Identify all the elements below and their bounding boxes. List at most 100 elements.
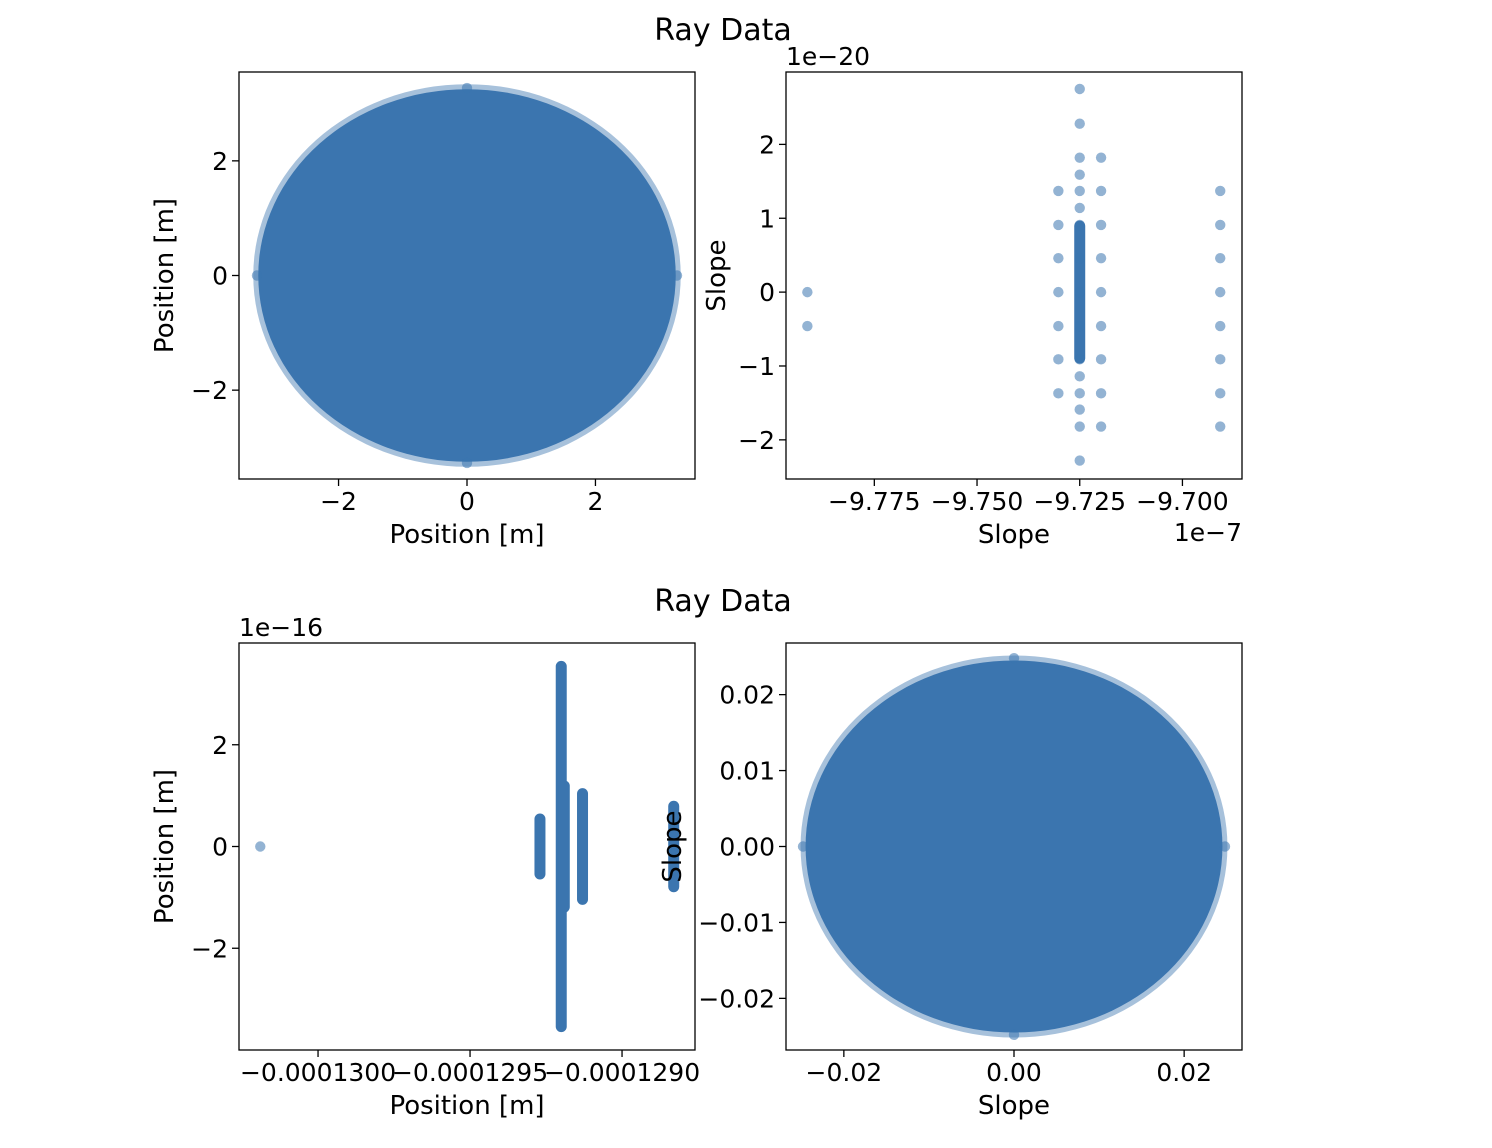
chart-1-xlabel: Slope	[978, 520, 1050, 550]
chart-3-xtick-label-0: −0.02	[806, 1058, 883, 1087]
chart-1-point-17	[1074, 455, 1085, 466]
chart-1-data-layer	[802, 83, 1226, 466]
chart-1-point-41	[1215, 421, 1226, 432]
chart-1-point-23	[1053, 354, 1064, 365]
chart-1-point-38	[1215, 320, 1226, 332]
chart-0-point-0	[461, 82, 473, 94]
chart-1-point-19	[1053, 219, 1064, 231]
chart-1-point-14	[1074, 388, 1085, 399]
chart-1-point-33	[1095, 421, 1107, 432]
chart-1-ytick-label-1: −1	[738, 352, 775, 381]
chart-3-point-0	[1008, 652, 1020, 664]
chart-1-point-27	[1095, 219, 1107, 231]
chart-3-disk-0	[805, 660, 1223, 1033]
subplot-top-left: −2 0 2 −2 0 2 Position [m] Position [m]	[150, 71, 696, 550]
chart-1-xtick-label-1: −9.750	[931, 487, 1024, 516]
chart-1-point-32	[1095, 388, 1107, 399]
chart-1-point-1	[802, 320, 813, 332]
chart-3-ytick-label-2: 0.00	[719, 833, 775, 862]
chart-1-point-34	[1215, 185, 1226, 197]
chart-0-disk-0	[258, 89, 676, 462]
chart-1-point-21	[1053, 286, 1064, 298]
chart-0-xtick-label-1: 0	[459, 487, 475, 516]
chart-3-xtick-label-1: 0.00	[986, 1058, 1042, 1087]
chart-2-xtick-label-0: −0.0001300	[240, 1058, 396, 1087]
chart-1-xtick-label-2: −9.725	[1033, 487, 1126, 516]
chart-1-point-13	[1074, 371, 1085, 382]
chart-3-point-3	[1219, 841, 1231, 852]
chart-3-xtick-label-2: 0.02	[1156, 1058, 1212, 1087]
chart-1-ytick-label-2: 0	[759, 278, 775, 307]
subplot-top-right: −9.775 −9.750 −9.725 −9.700 −2 −1 0 1 2 Slope Slop…	[702, 42, 1243, 550]
subplot-bottom-right: −0.02 0.00 0.02 −0.02 −0.01 0.00 0.01 0.02 Slope…	[658, 642, 1243, 1121]
chart-1-point-31	[1095, 354, 1107, 365]
chart-1-point-28	[1095, 252, 1107, 264]
chart-1-point-37	[1215, 286, 1226, 298]
chart-1-point-18	[1053, 185, 1064, 197]
chart-3-point-1	[1008, 1029, 1020, 1041]
chart-1-point-7	[1074, 202, 1085, 214]
chart-1-point-3	[1074, 118, 1085, 129]
chart-2-xlabel: Position [m]	[389, 1091, 544, 1121]
chart-1-point-5	[1074, 169, 1085, 180]
chart-1-point-11	[1074, 320, 1085, 332]
chart-1-point-26	[1095, 185, 1107, 197]
chart-1-y-offset: 1e−20	[786, 42, 870, 71]
chart-3-ytick-label-1: −0.01	[698, 908, 775, 937]
chart-1-point-40	[1215, 388, 1226, 399]
chart-1-point-36	[1215, 252, 1226, 264]
chart-1-xtick-label-3: −9.700	[1136, 487, 1229, 516]
chart-3-xlabel: Slope	[978, 1091, 1050, 1121]
chart-1-point-30	[1095, 320, 1107, 332]
chart-2-ylabel: Position [m]	[150, 769, 180, 924]
chart-1-point-12	[1074, 354, 1085, 365]
chart-1-point-25	[1095, 152, 1107, 163]
chart-2-bar-0	[534, 813, 546, 880]
chart-1-point-8	[1074, 219, 1085, 231]
chart-2-y-offset: 1e−16	[239, 613, 323, 642]
chart-1-point-6	[1074, 185, 1085, 197]
chart-0-ylabel: Position [m]	[150, 198, 180, 353]
chart-3-ytick-label-3: 0.01	[719, 757, 775, 786]
chart-2-ytick-label-0: −2	[191, 934, 228, 963]
chart-1-point-4	[1074, 152, 1085, 163]
chart-2-ytick-label-1: 0	[212, 833, 228, 862]
chart-0-xlabel: Position [m]	[389, 520, 544, 550]
chart-2-data-layer	[255, 660, 680, 1033]
chart-1-point-22	[1053, 320, 1064, 332]
chart-1-point-16	[1074, 421, 1085, 432]
chart-1-ylabel: Slope	[702, 239, 732, 311]
chart-0-ytick-label-1: 0	[212, 262, 228, 291]
chart-1-point-35	[1215, 219, 1226, 231]
chart-1-point-2	[1074, 83, 1085, 95]
figure-title-bottom: Ray Data	[654, 584, 792, 619]
chart-1-point-29	[1095, 286, 1107, 298]
chart-1-ytick-label-3: 1	[759, 204, 775, 233]
chart-0-ytick-label-2: 2	[212, 147, 228, 176]
chart-2-bar-4	[668, 800, 680, 893]
chart-1-frame	[785, 71, 1243, 480]
chart-0-xtick-label-0: −2	[320, 487, 357, 516]
chart-0-point-3	[671, 270, 683, 281]
chart-1-x-offset: 1e−7	[1174, 518, 1242, 547]
chart-1-point-10	[1074, 286, 1085, 298]
chart-1-point-24	[1053, 388, 1064, 399]
chart-1-point-20	[1053, 252, 1064, 264]
chart-1-point-9	[1074, 252, 1085, 264]
chart-1-point-0	[802, 286, 813, 298]
subplot-bottom-left: −0.0001300−0.0001295−0.0001290 −2 0 2 Positi…	[150, 613, 700, 1121]
chart-1-ytick-label-4: 2	[759, 130, 775, 159]
chart-2-ytick-label-2: 2	[212, 731, 228, 760]
chart-0-point-1	[461, 457, 473, 469]
chart-0-xtick-label-2: 2	[587, 487, 603, 516]
chart-3-ytick-label-0: −0.02	[698, 984, 775, 1013]
chart-2-point-0	[255, 841, 266, 852]
chart-0-point-2	[251, 270, 263, 281]
chart-3-ylabel: Slope	[658, 810, 688, 882]
chart-2-bar-2	[558, 780, 570, 913]
chart-3-data-layer	[797, 652, 1231, 1041]
chart-0-ytick-label-0: −2	[191, 376, 228, 405]
chart-2-xtick-label-1: −0.0001295	[392, 1058, 548, 1087]
